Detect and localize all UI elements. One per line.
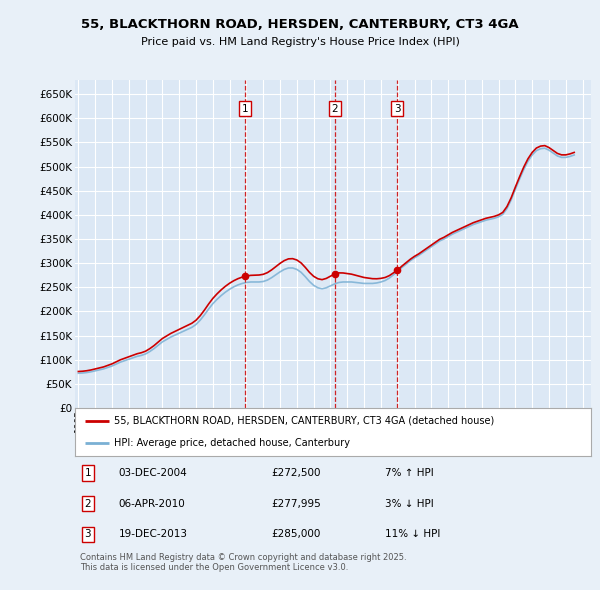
Text: 19-DEC-2013: 19-DEC-2013 bbox=[119, 529, 188, 539]
Text: 11% ↓ HPI: 11% ↓ HPI bbox=[385, 529, 440, 539]
Text: £285,000: £285,000 bbox=[271, 529, 320, 539]
Text: 55, BLACKTHORN ROAD, HERSDEN, CANTERBURY, CT3 4GA: 55, BLACKTHORN ROAD, HERSDEN, CANTERBURY… bbox=[81, 18, 519, 31]
Text: 06-APR-2010: 06-APR-2010 bbox=[119, 499, 185, 509]
Text: HPI: Average price, detached house, Canterbury: HPI: Average price, detached house, Cant… bbox=[114, 438, 350, 448]
Text: 55, BLACKTHORN ROAD, HERSDEN, CANTERBURY, CT3 4GA (detached house): 55, BLACKTHORN ROAD, HERSDEN, CANTERBURY… bbox=[114, 416, 494, 426]
Text: 1: 1 bbox=[242, 104, 248, 114]
Text: 03-DEC-2004: 03-DEC-2004 bbox=[119, 468, 188, 478]
Text: Contains HM Land Registry data © Crown copyright and database right 2025.
This d: Contains HM Land Registry data © Crown c… bbox=[80, 553, 407, 572]
Text: 2: 2 bbox=[332, 104, 338, 114]
Text: 3: 3 bbox=[85, 529, 91, 539]
Text: 3: 3 bbox=[394, 104, 401, 114]
Text: 1: 1 bbox=[85, 468, 91, 478]
Text: Price paid vs. HM Land Registry's House Price Index (HPI): Price paid vs. HM Land Registry's House … bbox=[140, 38, 460, 47]
Text: £277,995: £277,995 bbox=[271, 499, 321, 509]
Text: 3% ↓ HPI: 3% ↓ HPI bbox=[385, 499, 433, 509]
Text: £272,500: £272,500 bbox=[271, 468, 320, 478]
Text: 2: 2 bbox=[85, 499, 91, 509]
Text: 7% ↑ HPI: 7% ↑ HPI bbox=[385, 468, 433, 478]
